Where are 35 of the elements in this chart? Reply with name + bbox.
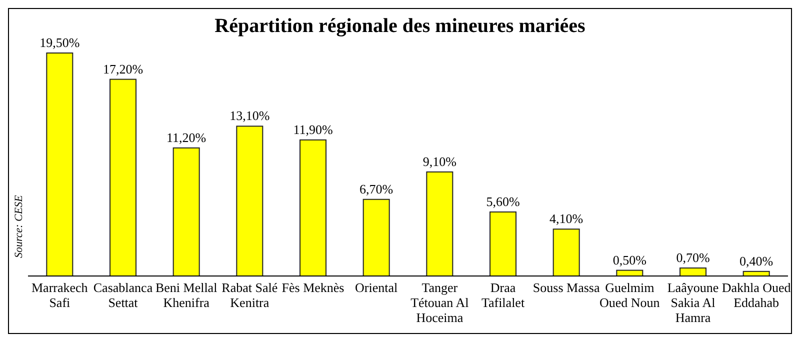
x-tick-label: Dakhla Oued Eddahab [722, 280, 792, 310]
bar [552, 228, 580, 276]
bar [172, 147, 200, 276]
x-tick-label: Laâyoune Sakia Al Hamra [667, 280, 719, 325]
source-note: Source: CESE [13, 194, 25, 258]
data-label: 0,70% [676, 250, 710, 265]
x-tick-label: Oriental [355, 280, 398, 295]
bar [110, 78, 136, 276]
x-tick-label: Souss Massa [532, 280, 600, 295]
data-label: 0,40% [740, 253, 774, 268]
data-label: 9,10% [422, 154, 457, 169]
bar [236, 126, 264, 276]
x-tick-label: Fès Meknès [282, 280, 344, 295]
x-tick-label: Beni Mellal Khenifra [155, 280, 218, 310]
x-tick-label: Rabat Salé Kenitra [222, 280, 278, 310]
bar [490, 211, 516, 276]
x-tick-label: Tanger Tétouan Al Hoceima [410, 280, 470, 325]
bar [300, 139, 326, 276]
data-label: 13,10% [230, 108, 270, 124]
x-tick-label: Casablanca Settat [93, 280, 153, 310]
bar [46, 52, 74, 276]
bar [362, 198, 390, 276]
data-label: 19,50% [40, 35, 80, 50]
x-tick-label: Guelmim Oued Noun [600, 280, 660, 310]
x-tick-label: Draa Tafilalet [481, 280, 525, 310]
data-label: 4,10% [550, 211, 584, 226]
data-label: 17,20% [102, 61, 144, 76]
chart-title: Répartition régionale des mineures mariées [214, 15, 586, 37]
bar [426, 171, 454, 276]
data-label: 0,50% [612, 252, 647, 268]
data-label: 11,20% [166, 130, 206, 145]
x-tick-label: Marrakech Safi [32, 280, 88, 310]
data-label: 5,60% [486, 194, 520, 209]
data-label: 11,90% [293, 122, 333, 137]
data-label: 6,70% [360, 181, 394, 196]
